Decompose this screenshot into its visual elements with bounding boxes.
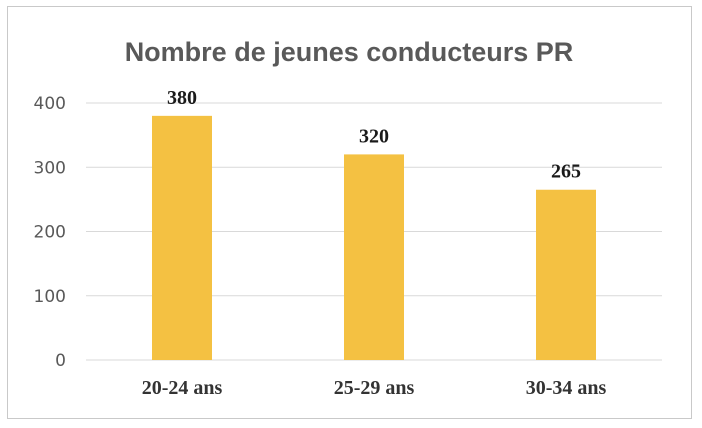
data-label: 380	[167, 87, 197, 109]
chart-title: Nombre de jeunes conducteurs PR	[125, 37, 574, 67]
y-tick-label: 100	[34, 287, 66, 307]
bars	[152, 115, 596, 360]
bar	[536, 189, 596, 360]
data-labels: 380 320 265	[167, 87, 581, 183]
y-tick-label: 0	[55, 351, 66, 371]
x-tick-label: 30-34 ans	[526, 377, 607, 399]
y-tick-label: 300	[34, 158, 66, 178]
data-label: 265	[551, 161, 581, 183]
y-tick-label: 400	[34, 94, 66, 114]
bar	[152, 115, 212, 360]
x-tick-label: 20-24 ans	[142, 377, 223, 399]
data-label: 320	[359, 125, 389, 147]
x-axis-ticks: 20-24 ans 25-29 ans 30-34 ans	[142, 377, 607, 399]
y-axis-ticks: 0 100 200 300 400	[34, 94, 66, 371]
bar	[344, 154, 404, 360]
x-tick-label: 25-29 ans	[334, 377, 415, 399]
y-tick-label: 200	[34, 223, 66, 243]
